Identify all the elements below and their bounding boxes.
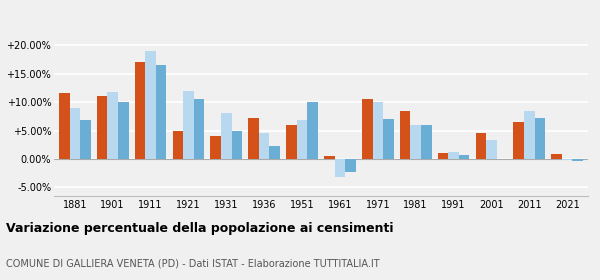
- Text: COMUNE DI GALLIERA VENETA (PD) - Dati ISTAT - Elaborazione TUTTITALIA.IT: COMUNE DI GALLIERA VENETA (PD) - Dati IS…: [6, 258, 380, 268]
- Bar: [118, 102, 128, 159]
- Bar: [535, 118, 545, 159]
- Bar: [297, 120, 307, 159]
- Bar: [383, 119, 394, 159]
- Bar: [562, 159, 572, 160]
- Bar: [183, 91, 194, 159]
- Bar: [156, 65, 166, 159]
- Bar: [248, 118, 259, 159]
- Bar: [362, 99, 373, 159]
- Bar: [572, 159, 583, 161]
- Bar: [59, 94, 70, 159]
- Bar: [194, 99, 205, 159]
- Bar: [335, 159, 345, 177]
- Bar: [514, 122, 524, 159]
- Bar: [173, 130, 183, 159]
- Bar: [421, 125, 431, 159]
- Bar: [476, 133, 486, 159]
- Bar: [134, 62, 145, 159]
- Bar: [70, 108, 80, 159]
- Text: Variazione percentuale della popolazione ai censimenti: Variazione percentuale della popolazione…: [6, 222, 394, 235]
- Bar: [459, 155, 469, 159]
- Bar: [486, 140, 497, 159]
- Bar: [551, 155, 562, 159]
- Bar: [524, 111, 535, 159]
- Bar: [286, 125, 297, 159]
- Bar: [307, 102, 318, 159]
- Bar: [97, 96, 107, 159]
- Bar: [259, 133, 269, 159]
- Bar: [437, 153, 448, 159]
- Bar: [400, 111, 410, 159]
- Bar: [80, 120, 91, 159]
- Bar: [373, 102, 383, 159]
- Bar: [221, 113, 232, 159]
- Bar: [410, 125, 421, 159]
- Bar: [345, 159, 356, 172]
- Bar: [324, 156, 335, 159]
- Bar: [211, 136, 221, 159]
- Bar: [145, 51, 156, 159]
- Bar: [232, 130, 242, 159]
- Bar: [448, 152, 459, 159]
- Bar: [107, 92, 118, 159]
- Bar: [269, 146, 280, 159]
